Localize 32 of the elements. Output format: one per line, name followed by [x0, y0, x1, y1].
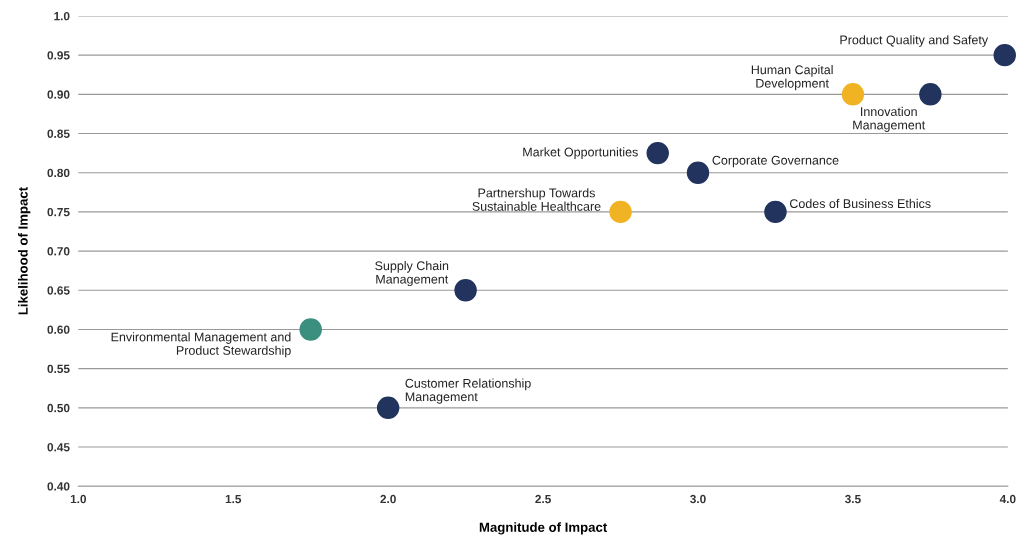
y-tick-label: 0.50: [47, 403, 70, 413]
y-tick-label: 0.95: [47, 51, 70, 60]
y-tick-label: 0.65: [47, 286, 70, 295]
x-tick-label: 3.0: [690, 494, 706, 504]
annotation: Product Quality and Safety: [840, 35, 989, 47]
y-tick-label: 1.0: [54, 11, 70, 21]
annotation: Human Capital Development: [751, 65, 833, 91]
x-tick-label: 2.5: [535, 494, 551, 504]
y-tick-label: 0.80: [47, 168, 70, 178]
x-tick-label: 2.0: [380, 494, 396, 504]
y-tick-label: 0.75: [47, 207, 70, 217]
y-tick-label: 0.55: [47, 364, 70, 374]
y-tick-label: 0.85: [47, 129, 70, 138]
annotation: Environmental Management and Product Stewardship: [111, 332, 291, 358]
annotation: Partnershup Towards Sustainable Healthcare: [472, 188, 601, 211]
x-tick-label: 1.5: [225, 494, 242, 504]
x-axis-title: Magnitude of Impact: [479, 522, 608, 535]
x-tick-label: 1.0: [70, 494, 87, 504]
annotation: Market Opportunities: [523, 147, 638, 159]
y-tick-label: 0.60: [47, 325, 70, 334]
annotation: Supply Chain Management: [375, 260, 449, 287]
y-tick-label: 0.90: [47, 90, 70, 99]
annotation: Customer Relationship Management: [405, 378, 531, 404]
y-tick-label: 0.40: [47, 482, 70, 491]
y-axis-title: Likelihood of Impact: [18, 187, 31, 315]
annotation: Codes of Business Ethics: [789, 198, 931, 209]
x-tick-label: 3.5: [844, 494, 861, 504]
y-tick-label: 0.45: [47, 443, 70, 452]
x-tick-label: 4.0: [999, 494, 1016, 504]
annotation: Innovation Management: [853, 106, 926, 132]
y-tick-label: 0.70: [47, 247, 70, 256]
annotation: Corporate Governance: [712, 155, 839, 168]
